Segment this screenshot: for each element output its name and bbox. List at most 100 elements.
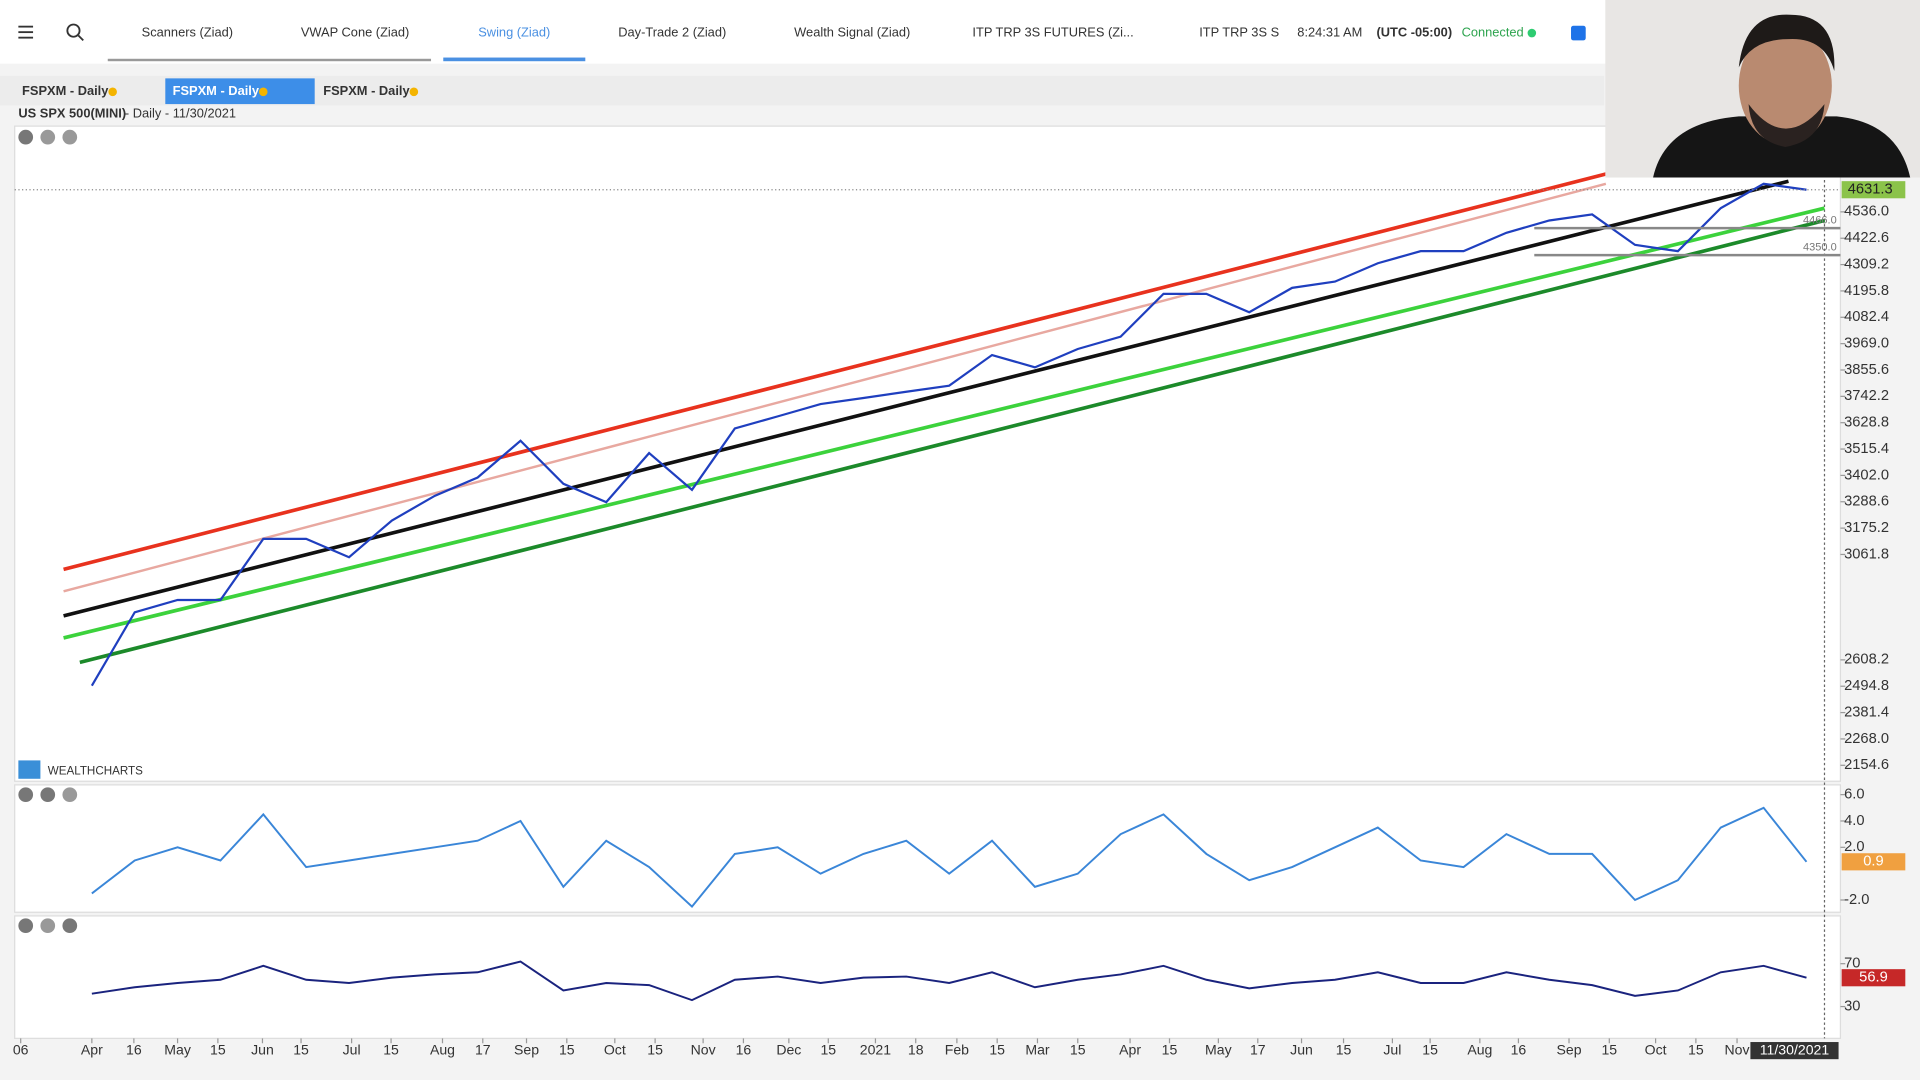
chart-tab[interactable] [12, 78, 162, 105]
nav-tab[interactable]: Day-Trade 2 (Ziad) [618, 24, 726, 39]
x-tick-label: 15 [1162, 1041, 1178, 1057]
x-tick-label: Feb [945, 1041, 969, 1057]
clock: 8:24:31 AM [1297, 24, 1362, 39]
channel-line [63, 206, 1825, 640]
x-tick-label: Apr [1119, 1041, 1141, 1057]
y-tick-label: 3175.2 [1844, 520, 1889, 536]
y-tick-label: 2494.8 [1844, 678, 1889, 694]
y-tick-label: -2.0 [1844, 892, 1869, 908]
x-tick-label: 15 [647, 1041, 663, 1057]
channel-line [63, 182, 1607, 593]
nav-tab[interactable]: ITP TRP 3S FUTURES (Zi... [972, 24, 1133, 39]
x-tick-label: Oct [604, 1041, 626, 1057]
x-tick-label: Apr [81, 1041, 103, 1057]
y-tick-label: 3061.8 [1844, 546, 1889, 562]
y-tick-label: 4309.2 [1844, 256, 1889, 272]
timezone: (UTC -05:00) [1376, 24, 1452, 39]
x-tick-label: 16 [126, 1041, 142, 1057]
chart-tab-dot [258, 87, 268, 97]
x-tick-label: 15 [559, 1041, 575, 1057]
x-tick-label: 15 [1688, 1041, 1704, 1057]
nav-tab[interactable]: VWAP Cone (Ziad) [301, 24, 410, 39]
menu-icon[interactable] [18, 25, 34, 39]
last-price: 4631.3 [1848, 182, 1893, 198]
x-tick-label: 15 [383, 1041, 399, 1057]
x-tick-label: 15 [989, 1041, 1005, 1057]
y-tick-label: 3288.6 [1844, 494, 1889, 510]
x-tick-label: Sep [514, 1041, 539, 1057]
last-value-box [1841, 969, 1906, 987]
x-tick-label: Jul [343, 1041, 361, 1057]
oscillator-line [91, 960, 1807, 1002]
y-tick-label: 2.0 [1844, 839, 1864, 855]
x-tick-label: May [164, 1041, 192, 1057]
x-tick-label: 16 [736, 1041, 752, 1057]
x-tick-label: 06 [13, 1041, 29, 1057]
y-tick-label: 70 [1844, 956, 1860, 972]
y-tick-label: 4422.6 [1844, 230, 1889, 246]
x-tick-label: 16 [1511, 1041, 1527, 1057]
interval: - Daily - 11/30/2021 [125, 105, 236, 120]
top-bar [0, 0, 1920, 64]
panel-controls[interactable] [18, 129, 78, 934]
x-tick-label: Dec [776, 1041, 801, 1057]
oscillator-2-panel [14, 915, 1842, 1039]
y-tick-label: 4082.4 [1844, 309, 1889, 325]
channel-line [79, 218, 1825, 665]
x-tick-label: 17 [475, 1041, 491, 1057]
last-value: 0.9 [1863, 854, 1883, 870]
nav-tab[interactable]: Wealth Signal (Ziad) [794, 24, 910, 39]
y-tick-label: 30 [1844, 998, 1860, 1014]
save-icon[interactable] [1571, 25, 1586, 41]
x-tick-label: Nov [691, 1041, 716, 1057]
x-tick-label: 15 [1336, 1041, 1352, 1057]
active-tab-underline [443, 57, 586, 62]
x-tick-label: May [1205, 1041, 1233, 1057]
oscillator-1-panel [14, 784, 1842, 913]
x-tick-label: Jun [1290, 1041, 1313, 1057]
chart-tab-dot [409, 87, 419, 97]
y-tick-label: 3402.0 [1844, 467, 1889, 483]
webcam [1605, 0, 1920, 178]
channel-line [63, 179, 1789, 618]
x-tick-label: 15 [820, 1041, 836, 1057]
status-dot [1527, 28, 1537, 38]
chart-tab-label[interactable]: FSPXM - Daily [22, 83, 109, 98]
chart-tab[interactable] [165, 78, 315, 105]
last-value: 56.9 [1859, 970, 1888, 986]
x-tick-label: 2021 [860, 1041, 891, 1057]
price-panel [14, 125, 1842, 782]
last-price-box [1841, 181, 1906, 199]
oscillator-line [91, 806, 1808, 909]
chart-tab-label[interactable]: FSPXM - Daily [173, 83, 260, 98]
search-icon[interactable] [66, 23, 84, 42]
y-tick-label: 6.0 [1844, 787, 1864, 803]
logo-mark [18, 760, 41, 779]
y-tick-label: 4195.8 [1844, 283, 1889, 299]
y-tick-label: 3628.8 [1844, 415, 1889, 431]
logo: WEALTHCHARTS [48, 765, 143, 778]
x-tick-label: Mar [1025, 1041, 1050, 1057]
y-tick-label: 3969.0 [1844, 336, 1889, 352]
x-tick-label: 15 [1070, 1041, 1086, 1057]
current-date: 11/30/2021 [1760, 1041, 1830, 1057]
channel-line [63, 172, 1607, 572]
y-tick-label: 2154.6 [1844, 757, 1889, 773]
chart-tab-label[interactable]: FSPXM - Daily [323, 83, 410, 98]
x-tick-label: Aug [1467, 1041, 1492, 1057]
current-date-box [1750, 1042, 1839, 1060]
nav-tab[interactable]: Scanners (Ziad) [142, 24, 233, 39]
y-tick-label: 2268.0 [1844, 731, 1889, 747]
y-tick-label: 3855.6 [1844, 362, 1889, 378]
symbol: US SPX 500(MINI) [18, 105, 126, 120]
x-tick-label: 17 [1250, 1041, 1266, 1057]
x-tick-label: 15 [293, 1041, 309, 1057]
x-tick-label: 15 [1601, 1041, 1617, 1057]
x-tick-label: 18 [908, 1041, 924, 1057]
nav-tab[interactable]: Swing (Ziad) [478, 24, 550, 39]
y-tick-label: 4.0 [1844, 813, 1864, 829]
nav-tab[interactable]: ITP TRP 3S S [1199, 24, 1279, 39]
chart-tab[interactable] [315, 78, 466, 105]
